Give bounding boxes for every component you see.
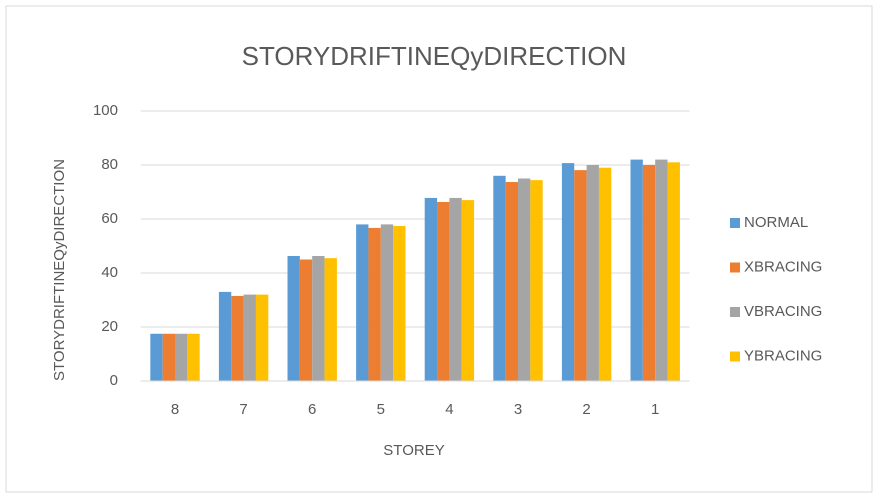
y-tick-label: 0 — [110, 372, 118, 389]
bar — [561, 163, 575, 381]
y-axis-label: STORYDRIFTINEQyDIRECTION — [51, 159, 68, 381]
bar — [175, 333, 188, 381]
bar — [312, 255, 325, 381]
bar — [324, 258, 337, 381]
x-tick-label: 4 — [445, 401, 453, 418]
y-tick-label: 60 — [101, 210, 118, 227]
chart-title: STORYDRIFTINEQyDIRECTION — [242, 41, 627, 71]
bar — [299, 259, 313, 381]
y-tick-label: 100 — [93, 102, 118, 119]
x-tick-label: 6 — [308, 401, 316, 418]
bar — [393, 226, 406, 381]
legend-label: XBRACING — [744, 258, 822, 275]
bar — [655, 159, 668, 381]
bar — [356, 224, 369, 381]
bar — [255, 294, 269, 381]
bar — [368, 227, 381, 381]
bar — [493, 175, 506, 381]
x-tick-label: 1 — [651, 401, 659, 418]
y-tick-label: 20 — [101, 318, 118, 335]
x-tick-label: 7 — [239, 401, 247, 418]
bar — [424, 197, 438, 381]
legend-label: VBRACING — [744, 303, 822, 320]
bar — [598, 167, 612, 381]
legend-swatch — [730, 351, 740, 362]
x-tick-label: 3 — [514, 401, 522, 418]
y-tick-label: 40 — [101, 264, 118, 281]
legend-swatch — [730, 262, 740, 273]
bar — [449, 197, 462, 381]
bar — [505, 182, 518, 381]
bar — [243, 294, 256, 381]
bar — [642, 165, 656, 381]
x-tick-label: 2 — [582, 401, 590, 418]
legend-label: NORMAL — [744, 214, 808, 231]
bar — [187, 333, 200, 381]
bar — [380, 224, 394, 381]
x-axis-label: STOREY — [383, 442, 444, 459]
legend-swatch — [730, 307, 740, 317]
bar — [586, 165, 599, 381]
bar — [667, 162, 680, 381]
bar — [530, 180, 543, 381]
bar — [162, 333, 175, 381]
x-tick-label: 5 — [377, 401, 385, 418]
bar — [518, 178, 531, 381]
bar — [437, 201, 450, 381]
bar — [461, 200, 475, 381]
bar — [574, 170, 587, 381]
y-tick-label: 80 — [101, 156, 118, 173]
legend-label: YBRACING — [744, 347, 822, 364]
bar — [150, 333, 163, 381]
bar — [218, 291, 232, 381]
x-tick-label: 8 — [171, 401, 179, 418]
bar — [630, 159, 643, 381]
bar — [231, 295, 244, 381]
legend-swatch — [730, 218, 740, 228]
bar — [287, 255, 300, 381]
